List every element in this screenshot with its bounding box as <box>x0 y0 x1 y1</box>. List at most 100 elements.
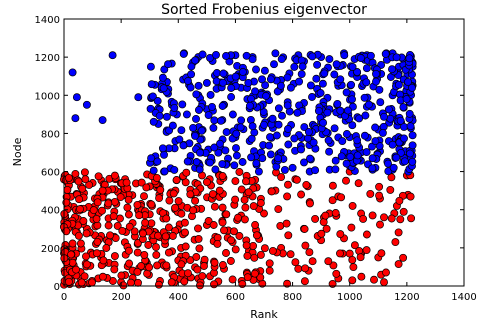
data-point <box>408 83 416 92</box>
data-point <box>218 78 227 87</box>
data-point <box>161 232 170 241</box>
data-point <box>408 131 417 140</box>
data-point <box>300 225 309 233</box>
data-point <box>344 106 352 115</box>
data-point <box>294 264 303 273</box>
data-point <box>284 140 293 149</box>
data-point <box>399 253 408 262</box>
data-point <box>311 214 320 223</box>
data-point <box>218 261 227 269</box>
data-point <box>248 55 257 64</box>
x-tick-label: 400 <box>169 292 188 303</box>
data-point <box>209 221 218 229</box>
data-point <box>359 214 368 223</box>
data-point <box>189 206 198 215</box>
data-point <box>362 230 371 239</box>
data-point <box>368 154 377 163</box>
data-point <box>134 278 142 287</box>
data-point <box>248 122 257 131</box>
data-point <box>329 261 338 270</box>
data-point <box>375 191 384 200</box>
data-point <box>295 77 304 86</box>
data-point <box>232 151 241 160</box>
data-point <box>77 278 86 287</box>
data-point <box>184 269 192 278</box>
data-point <box>208 190 217 199</box>
data-point <box>260 209 268 218</box>
data-point <box>283 73 292 82</box>
data-point <box>371 123 380 132</box>
data-point <box>98 116 107 125</box>
data-point <box>316 89 325 97</box>
data-point <box>211 165 220 174</box>
data-point <box>212 69 221 77</box>
data-point <box>202 178 211 187</box>
data-point <box>180 218 189 227</box>
data-point <box>266 75 275 84</box>
data-point <box>324 136 333 145</box>
data-point <box>348 121 357 130</box>
data-point <box>308 257 317 266</box>
data-point <box>162 112 171 121</box>
data-point <box>237 185 246 194</box>
data-point <box>242 177 250 186</box>
data-point <box>250 269 259 278</box>
data-point <box>348 95 356 104</box>
data-point <box>134 93 143 102</box>
data-point <box>407 214 416 223</box>
data-point <box>380 213 388 222</box>
data-point <box>328 181 337 190</box>
data-point <box>220 226 228 235</box>
data-point <box>99 256 108 265</box>
data-point <box>408 157 417 166</box>
data-point <box>301 264 310 273</box>
data-point <box>72 93 81 102</box>
data-point <box>283 101 292 110</box>
data-point <box>342 176 350 185</box>
data-point <box>392 53 401 62</box>
data-point <box>191 56 200 65</box>
data-point <box>106 231 114 240</box>
data-point <box>286 83 295 92</box>
x-tick-label: 0 <box>61 292 67 303</box>
data-point <box>178 100 187 109</box>
data-point <box>340 51 349 60</box>
data-point <box>122 178 131 187</box>
data-point <box>265 141 274 150</box>
data-point <box>267 187 276 196</box>
data-point <box>375 85 384 94</box>
data-point <box>320 69 329 78</box>
data-point <box>268 246 277 255</box>
data-point <box>405 54 414 63</box>
data-point <box>236 123 245 132</box>
data-point <box>297 145 306 154</box>
data-point <box>342 88 351 97</box>
data-point <box>140 192 148 201</box>
data-point <box>232 144 240 153</box>
data-point <box>196 148 204 157</box>
data-point <box>408 141 417 150</box>
data-point <box>288 163 297 172</box>
data-point <box>218 102 227 110</box>
data-point <box>133 267 142 276</box>
data-point <box>330 70 339 79</box>
data-point <box>282 219 291 228</box>
data-point <box>394 80 403 89</box>
data-point <box>354 179 363 188</box>
data-point <box>399 103 408 112</box>
data-point <box>305 248 314 257</box>
data-point <box>213 239 222 248</box>
data-point <box>74 177 83 186</box>
data-point <box>230 227 238 236</box>
data-point <box>323 108 332 117</box>
data-point <box>110 171 119 180</box>
data-point <box>284 231 293 240</box>
data-point <box>160 167 169 176</box>
data-point <box>278 111 286 120</box>
data-point <box>170 103 179 112</box>
data-point <box>242 51 251 60</box>
data-point <box>244 188 253 197</box>
data-point <box>160 150 168 159</box>
x-tick-label: 1200 <box>394 292 419 303</box>
data-point <box>242 241 251 250</box>
